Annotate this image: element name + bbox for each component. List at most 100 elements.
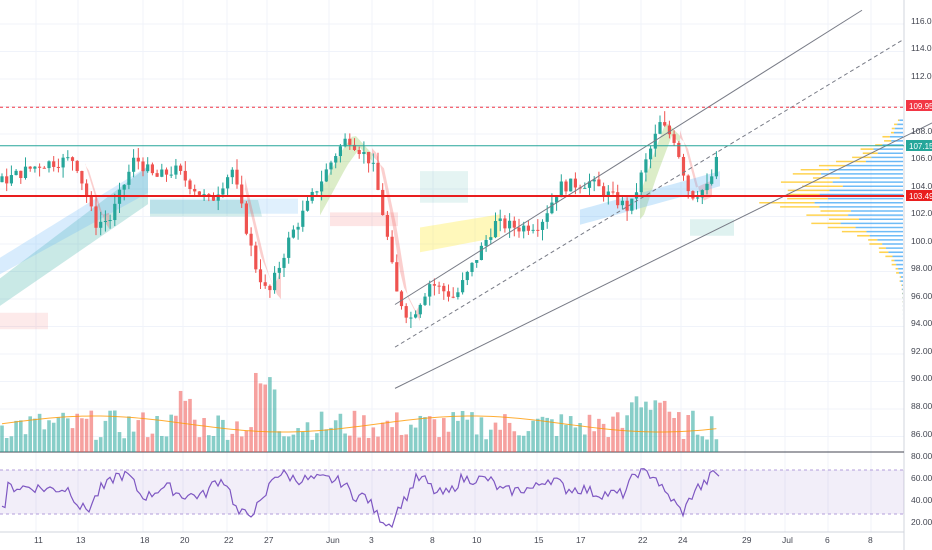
time-tick: 11 bbox=[34, 535, 43, 545]
volume-bar bbox=[169, 414, 173, 452]
volume-bar bbox=[329, 427, 333, 452]
volume-bar bbox=[606, 437, 611, 452]
candle-down bbox=[376, 162, 380, 190]
candle-up bbox=[606, 191, 610, 197]
volume-bar bbox=[216, 415, 220, 452]
candle-up bbox=[127, 171, 131, 185]
candle-down bbox=[367, 151, 371, 164]
time-tick: 22 bbox=[638, 535, 648, 545]
volume-bar bbox=[512, 431, 517, 452]
volume-bar bbox=[573, 427, 578, 452]
candle-down bbox=[385, 215, 389, 237]
volume-bar bbox=[399, 434, 404, 452]
candle-down bbox=[437, 285, 441, 287]
volume-profile bbox=[759, 119, 903, 328]
price-tick: 98.00 bbox=[911, 263, 932, 273]
ma-ribbon-red bbox=[85, 163, 109, 229]
volume-bar bbox=[423, 417, 427, 452]
horizontal-levels[interactable] bbox=[0, 106, 904, 198]
trend-channel[interactable] bbox=[394, 9, 932, 389]
volume-bar bbox=[301, 431, 305, 452]
rsi-pane bbox=[0, 468, 904, 529]
volume-bar bbox=[47, 420, 51, 452]
candle-down bbox=[28, 166, 32, 169]
time-tick: 13 bbox=[76, 535, 86, 545]
volume-bar bbox=[51, 422, 56, 452]
last-price-badge: 107.15 bbox=[906, 140, 932, 151]
time-tick: 8 bbox=[430, 535, 435, 545]
volume-bar bbox=[611, 416, 615, 452]
volume-bar bbox=[0, 425, 4, 452]
candle-down bbox=[517, 227, 521, 232]
volume-bar bbox=[277, 431, 282, 452]
price-axis[interactable]: 116.00 114.00 112.00 110.00 108.00 106.0… bbox=[911, 16, 932, 439]
volume-bar bbox=[366, 437, 371, 452]
volume-bar bbox=[136, 420, 141, 452]
volume-bar bbox=[484, 439, 488, 452]
candle-up bbox=[282, 257, 286, 268]
candle-up bbox=[324, 169, 328, 182]
candle-down bbox=[451, 296, 455, 298]
candle-down bbox=[188, 180, 192, 190]
candle-up bbox=[9, 175, 13, 184]
candle-up bbox=[99, 221, 103, 228]
volume-bar bbox=[98, 437, 103, 452]
candle-up bbox=[592, 179, 596, 182]
candle-up bbox=[362, 151, 366, 155]
volume-bar bbox=[427, 416, 432, 452]
volume-bar bbox=[460, 410, 465, 452]
volume-bar bbox=[592, 431, 596, 452]
volume-bar bbox=[521, 435, 526, 452]
volume-bar bbox=[23, 434, 28, 452]
volume-bar bbox=[61, 412, 65, 452]
volume-bar bbox=[479, 417, 484, 452]
volume-bar bbox=[446, 431, 451, 452]
volume-bar bbox=[493, 422, 498, 452]
time-tick: Jun bbox=[326, 535, 340, 545]
volume-bar bbox=[691, 410, 695, 452]
volume-bar bbox=[404, 434, 408, 452]
candle-up bbox=[418, 304, 422, 315]
volume-bar bbox=[634, 396, 639, 452]
rsi-line bbox=[1, 468, 720, 529]
ma-ribbon-yellow bbox=[420, 214, 500, 253]
volume-bar bbox=[174, 415, 178, 452]
candle-down bbox=[625, 200, 629, 211]
volume-bar bbox=[390, 427, 394, 452]
ma-ribbon-blue bbox=[580, 171, 720, 225]
cloud-green bbox=[690, 219, 734, 236]
candle-up bbox=[461, 280, 465, 293]
price-tick: 108.00 bbox=[911, 126, 932, 136]
volume-bar bbox=[319, 411, 324, 452]
volume-bar bbox=[451, 412, 455, 452]
volume-bar bbox=[470, 412, 474, 452]
volume-bar bbox=[559, 414, 564, 452]
volume-bar bbox=[625, 415, 629, 452]
candle-down bbox=[75, 160, 79, 172]
candle-up bbox=[653, 133, 657, 149]
time-axis[interactable]: 11 13 18 20 22 27 Jun 3 8 10 15 17 22 24… bbox=[34, 535, 873, 545]
cloud-red bbox=[0, 312, 48, 330]
volume-bar bbox=[9, 436, 14, 452]
volume-bar bbox=[145, 437, 150, 452]
candle-down bbox=[155, 173, 159, 177]
candle-up bbox=[305, 200, 310, 211]
candle-up bbox=[639, 172, 643, 193]
candle-up bbox=[470, 262, 474, 272]
candle-up bbox=[714, 156, 718, 177]
candle-up bbox=[113, 203, 117, 221]
volume-bar bbox=[352, 410, 357, 452]
candle-down bbox=[526, 225, 530, 231]
price-tick: 86.00 bbox=[911, 429, 932, 439]
candle-up bbox=[122, 184, 126, 190]
volume-bar bbox=[225, 439, 230, 452]
volume-bar bbox=[333, 420, 338, 452]
volume-bar bbox=[395, 412, 399, 452]
candle-down bbox=[249, 233, 253, 246]
volume-bar bbox=[42, 429, 47, 452]
volume-bar bbox=[662, 400, 667, 452]
rsi-axis[interactable]: 80.00 60.00 40.00 20.00 bbox=[911, 451, 932, 527]
volume-bar bbox=[108, 410, 112, 452]
candle-down bbox=[663, 122, 667, 126]
